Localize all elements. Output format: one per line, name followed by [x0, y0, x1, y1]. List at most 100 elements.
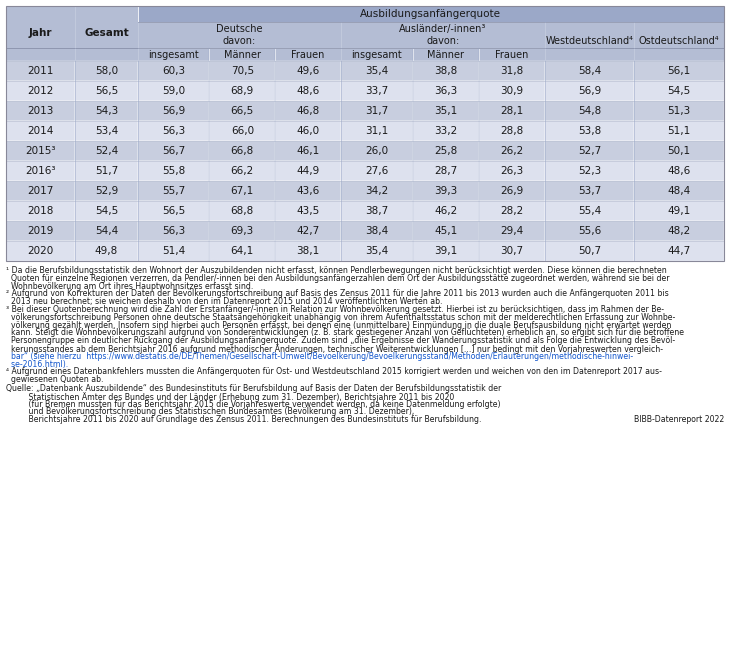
Bar — [275, 161, 341, 181]
Text: 28,1: 28,1 — [500, 106, 523, 116]
Bar — [138, 121, 210, 141]
Bar — [545, 201, 634, 221]
Bar — [634, 141, 724, 161]
Text: 27,6: 27,6 — [365, 166, 388, 176]
Bar — [413, 81, 479, 101]
Bar — [413, 241, 479, 261]
Bar — [75, 81, 138, 101]
Bar — [634, 241, 724, 261]
Text: 64,1: 64,1 — [231, 246, 254, 256]
Bar — [6, 61, 75, 81]
Bar — [138, 221, 210, 241]
Bar — [341, 141, 413, 161]
Bar — [275, 141, 341, 161]
Text: 38,8: 38,8 — [434, 66, 458, 76]
Text: 50,1: 50,1 — [667, 146, 691, 156]
Text: 29,4: 29,4 — [500, 226, 523, 236]
Bar — [479, 181, 545, 201]
Text: 53,8: 53,8 — [577, 126, 601, 136]
Text: Ausbildungsanfängerquote: Ausbildungsanfängerquote — [361, 9, 502, 19]
Bar — [634, 221, 724, 241]
Text: 38,7: 38,7 — [365, 206, 388, 216]
Bar — [479, 61, 545, 81]
Text: se-2016.html).: se-2016.html). — [6, 360, 68, 369]
Bar — [6, 6, 75, 61]
Text: Quoten für einzelne Regionen verzerren, da Pendler/-innen bei den Ausbildungsanf: Quoten für einzelne Regionen verzerren, … — [6, 273, 669, 283]
Text: 54,3: 54,3 — [95, 106, 118, 116]
Text: 2019: 2019 — [28, 226, 54, 236]
Bar — [75, 6, 138, 61]
Text: ¹ Da die Berufsbildungsstatistik den Wohnort der Auszubildenden nicht erfasst, k: ¹ Da die Berufsbildungsstatistik den Woh… — [6, 266, 666, 275]
Bar — [413, 101, 479, 121]
Bar — [138, 141, 210, 161]
Text: 68,9: 68,9 — [231, 86, 254, 96]
Bar — [545, 81, 634, 101]
Bar — [341, 81, 413, 101]
Text: 55,8: 55,8 — [162, 166, 185, 176]
Bar — [479, 121, 545, 141]
Text: 58,4: 58,4 — [577, 66, 601, 76]
Bar — [275, 61, 341, 81]
Text: 30,9: 30,9 — [500, 86, 523, 96]
Text: gewiesenen Quoten ab.: gewiesenen Quoten ab. — [6, 376, 104, 384]
Text: 54,8: 54,8 — [577, 106, 601, 116]
Text: 26,0: 26,0 — [366, 146, 388, 156]
Bar — [634, 61, 724, 81]
Text: 54,4: 54,4 — [95, 226, 118, 236]
Bar — [75, 161, 138, 181]
Text: 33,7: 33,7 — [365, 86, 388, 96]
Bar — [413, 181, 479, 201]
Text: Westdeutschland⁴: Westdeutschland⁴ — [545, 37, 634, 47]
Bar — [275, 81, 341, 101]
Bar — [413, 201, 479, 221]
Bar — [210, 81, 275, 101]
Text: 48,2: 48,2 — [667, 226, 691, 236]
Text: 67,1: 67,1 — [231, 186, 254, 196]
Text: 38,4: 38,4 — [365, 226, 388, 236]
Bar — [341, 201, 413, 221]
Text: 2016³: 2016³ — [26, 166, 56, 176]
Text: 39,3: 39,3 — [434, 186, 458, 196]
Text: 58,0: 58,0 — [95, 66, 118, 76]
Bar — [275, 121, 341, 141]
Text: 2020: 2020 — [28, 246, 54, 256]
Text: 35,1: 35,1 — [434, 106, 458, 116]
Bar — [275, 101, 341, 121]
Text: Quelle: „Datenbank Auszubildende“ des Bundesinstituts für Berufsbildung auf Basi: Quelle: „Datenbank Auszubildende“ des Bu… — [6, 384, 502, 393]
Bar — [138, 181, 210, 201]
Text: 56,1: 56,1 — [667, 66, 691, 76]
Bar — [210, 121, 275, 141]
Text: ² Aufgrund von Korrekturen der Daten der Bevölkerungsfortschreibung auf Basis de: ² Aufgrund von Korrekturen der Daten der… — [6, 289, 669, 298]
Text: kerungsstandes ab dem Berichtsjahr 2016 aufgrund methodischer Änderungen, techni: kerungsstandes ab dem Berichtsjahr 2016 … — [6, 344, 663, 354]
Text: 2018: 2018 — [28, 206, 54, 216]
Text: 51,4: 51,4 — [162, 246, 185, 256]
Text: 52,3: 52,3 — [577, 166, 601, 176]
Bar — [634, 161, 724, 181]
Text: 53,4: 53,4 — [95, 126, 118, 136]
Bar — [634, 22, 724, 61]
Text: 66,5: 66,5 — [231, 106, 254, 116]
Text: völkerung gezählt werden. Insofern sind hierbei auch Personen erfasst, bei denen: völkerung gezählt werden. Insofern sind … — [6, 321, 672, 329]
Text: 2013 neu berechnet; sie weichen deshalb von den im Datenreport 2015 und 2014 ver: 2013 neu berechnet; sie weichen deshalb … — [6, 297, 442, 306]
Text: 49,6: 49,6 — [296, 66, 320, 76]
Text: 31,1: 31,1 — [365, 126, 388, 136]
Bar — [413, 141, 479, 161]
Text: 2013: 2013 — [28, 106, 54, 116]
Text: bar“ (siehe hierzu  https://www.destatis.de/DE/Themen/Gesellschaft-Umwelt/Bevoel: bar“ (siehe hierzu https://www.destatis.… — [6, 352, 633, 361]
Bar — [341, 221, 413, 241]
Text: Frauen: Frauen — [291, 49, 325, 59]
Text: 46,2: 46,2 — [434, 206, 458, 216]
Text: 54,5: 54,5 — [95, 206, 118, 216]
Bar — [138, 6, 724, 22]
Bar — [341, 61, 413, 81]
Bar — [210, 101, 275, 121]
Text: 46,1: 46,1 — [296, 146, 320, 156]
Bar — [341, 241, 413, 261]
Text: insgesamt: insgesamt — [148, 49, 199, 59]
Text: 66,8: 66,8 — [231, 146, 254, 156]
Text: Gesamt: Gesamt — [84, 29, 129, 39]
Text: 60,3: 60,3 — [162, 66, 185, 76]
Text: 44,7: 44,7 — [667, 246, 691, 256]
Text: Männer: Männer — [224, 49, 261, 59]
Text: 51,3: 51,3 — [667, 106, 691, 116]
